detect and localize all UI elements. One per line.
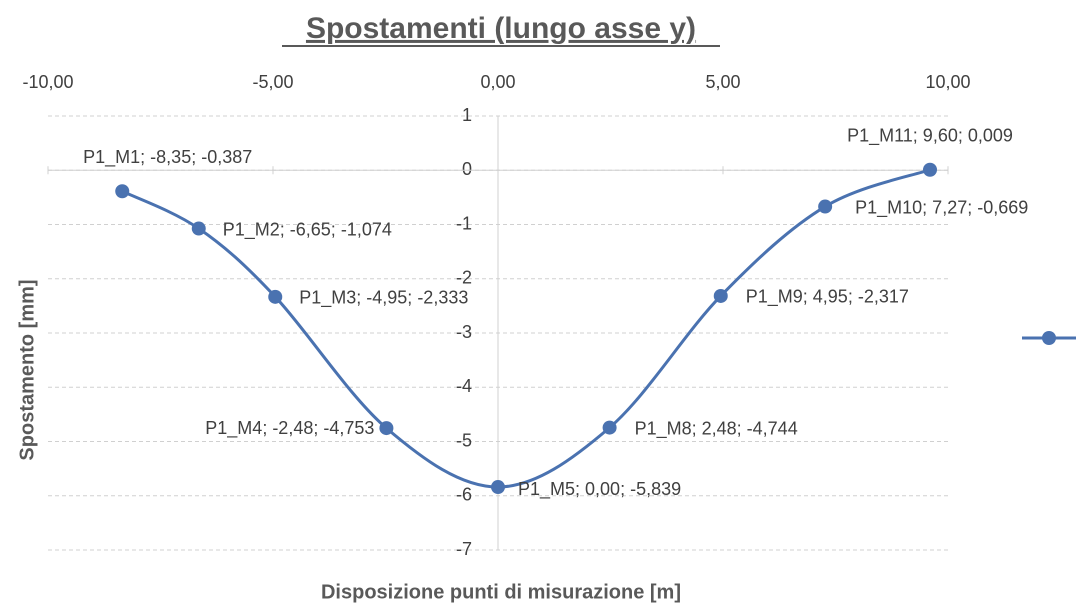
y-tick-label: -6 <box>456 485 472 505</box>
data-point <box>713 288 728 303</box>
data-point <box>268 289 283 304</box>
x-tick-label: 5,00 <box>705 72 740 92</box>
legend-marker <box>1042 331 1056 345</box>
data-label: P1_M8; 2,48; -4,744 <box>635 418 798 439</box>
data-label: P1_M11; 9,60; 0,009 <box>847 126 1013 147</box>
data-label: P1_M9; 4,95; -2,317 <box>746 287 909 308</box>
data-label: P1_M5; 0,00; -5,839 <box>518 479 681 500</box>
y-tick-label: -3 <box>456 322 472 342</box>
data-point <box>602 420 617 435</box>
y-tick-label: -2 <box>456 268 472 288</box>
data-label: P1_M10; 7,27; -0,669 <box>855 197 1028 218</box>
y-tick-label: 1 <box>462 105 472 125</box>
x-tick-label: 0,00 <box>480 72 515 92</box>
x-tick-label: 10,00 <box>925 72 970 92</box>
y-tick-label: -1 <box>456 213 472 233</box>
y-tick-label: -5 <box>456 430 472 450</box>
data-point <box>379 421 394 436</box>
chart-title: Spostamenti (lungo asse y) <box>306 12 696 45</box>
data-point <box>191 221 206 236</box>
x-tick-label: -5,00 <box>252 72 293 92</box>
y-tick-label: -4 <box>456 376 472 396</box>
data-point <box>115 184 130 199</box>
data-label: P1_M1; -8,35; -0,387 <box>83 147 252 168</box>
data-point <box>818 199 833 214</box>
data-label: P1_M4; -2,48; -4,753 <box>205 418 374 439</box>
data-point <box>491 480 505 495</box>
data-point <box>923 162 937 177</box>
y-tick-label: -7 <box>456 539 472 559</box>
x-axis-title: Disposizione punti di misurazione [m] <box>321 581 681 603</box>
data-label: P1_M3; -4,95; -2,333 <box>299 288 468 309</box>
x-tick-label: -10,00 <box>22 72 73 92</box>
data-label: P1_M2; -6,65; -1,074 <box>223 219 392 240</box>
y-tick-label: 0 <box>462 159 472 179</box>
series-line <box>121 168 931 489</box>
y-axis-title: Spostamento [mm] <box>16 279 38 460</box>
